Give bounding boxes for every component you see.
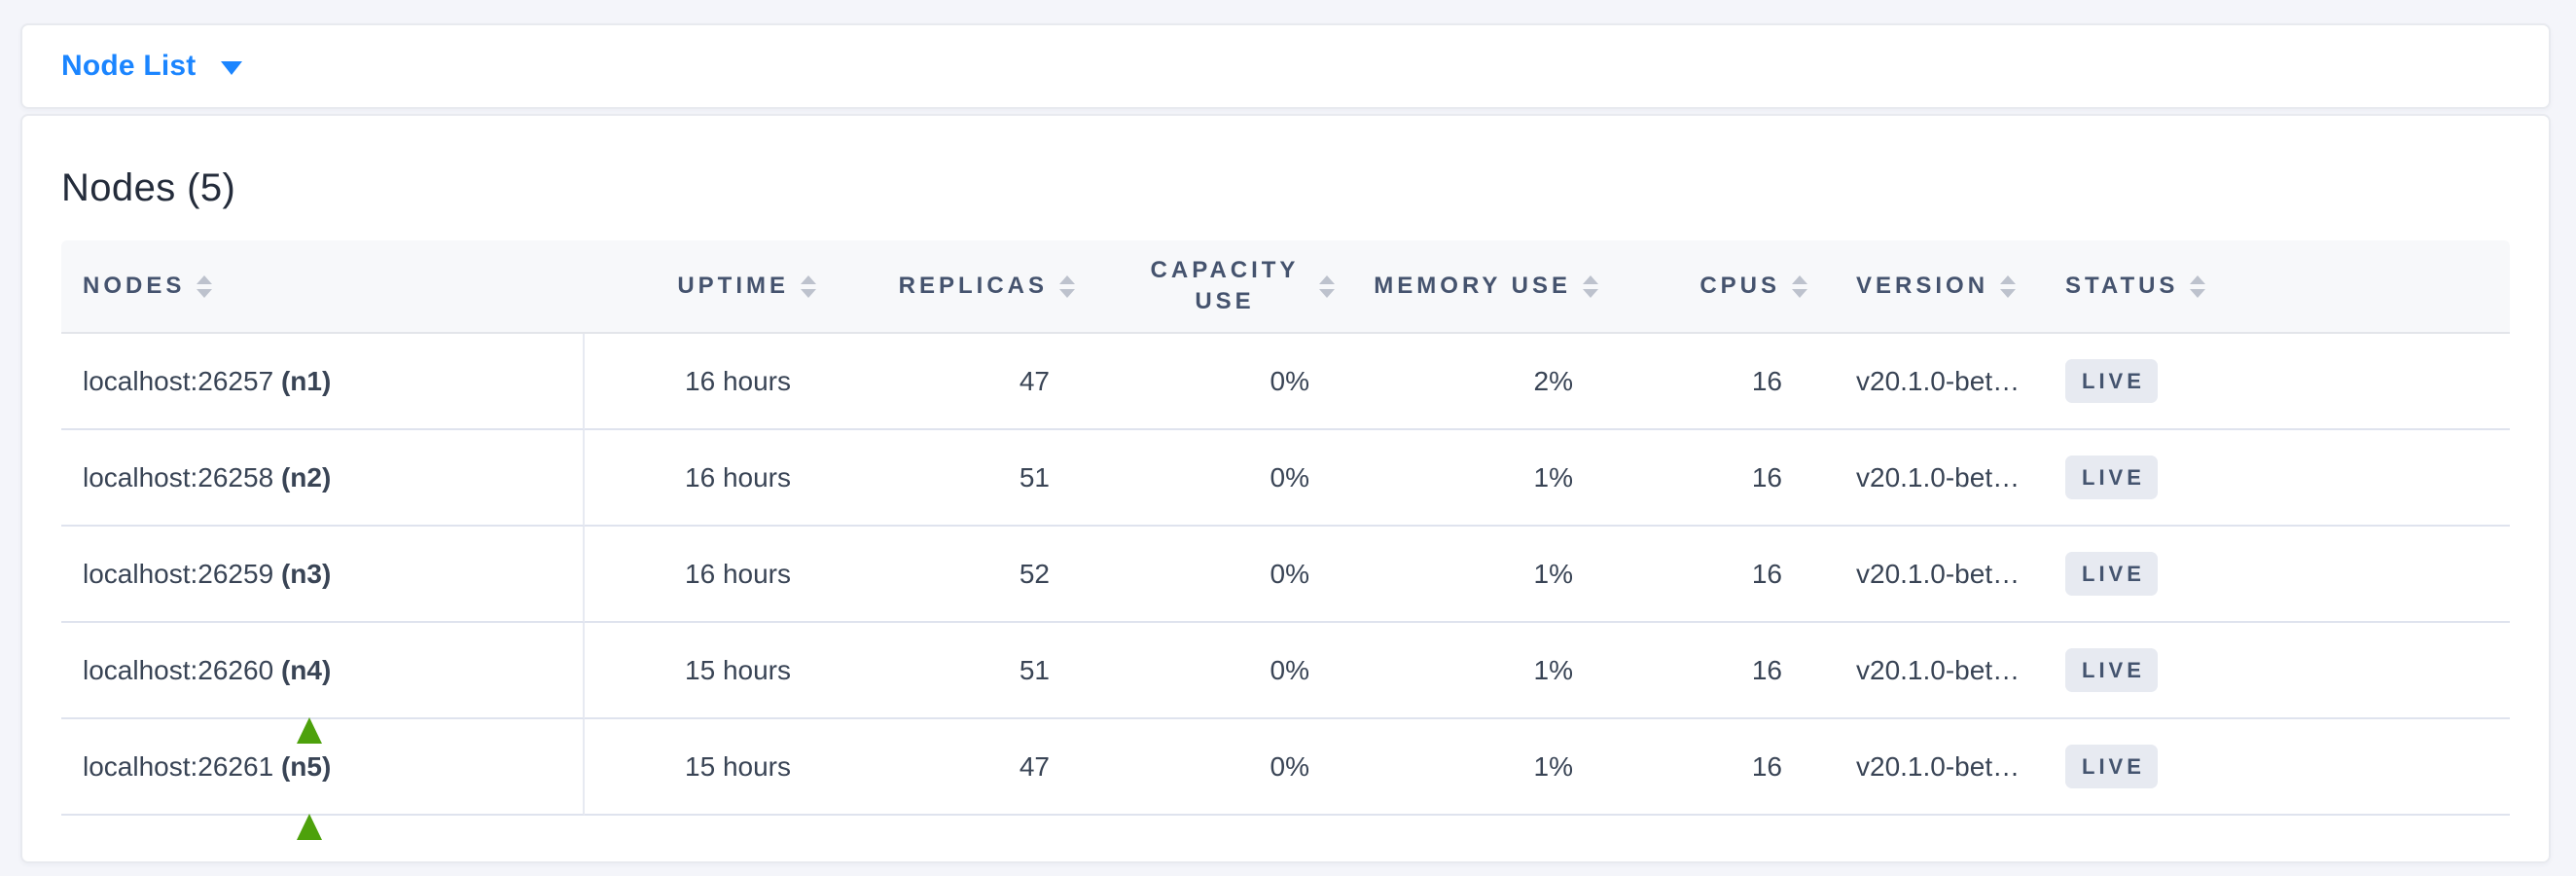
column-header-nodes[interactable]: NODES [61, 240, 585, 334]
cell-status: LIVE [2044, 430, 2510, 527]
cell-status: LIVE [2044, 719, 2510, 816]
cell-capacity-use: 0% [1094, 334, 1354, 430]
cell-version: v20.1.0-bet… [1827, 334, 2044, 430]
cell-uptime: 16 hours [585, 334, 836, 430]
column-label: CAPACITY USE [1150, 256, 1300, 314]
sort-icon [2000, 274, 2017, 298]
column-header-uptime[interactable]: UPTIME [585, 240, 836, 334]
table-row: localhost:26259 (n3) 16 hours 52 0% 1% 1… [61, 527, 2510, 623]
cell-cpus: 16 [1618, 719, 1827, 816]
cell-capacity-use: 0% [1094, 430, 1354, 527]
column-label: STATUS [2065, 273, 2179, 299]
cell-capacity-use: 0% [1094, 527, 1354, 623]
sort-icon [1059, 274, 1075, 298]
cell-memory-use: 1% [1354, 527, 1618, 623]
column-header-cpus[interactable]: CPUS [1618, 240, 1827, 334]
node-id: (n1) [280, 365, 332, 396]
node-id: (n3) [280, 558, 332, 589]
cell-version: v20.1.0-bet… [1827, 719, 2044, 816]
cell-replicas: 51 [836, 430, 1094, 527]
column-label: MEMORY USE [1374, 273, 1571, 299]
sort-icon [197, 274, 213, 298]
column-header-memory-use[interactable]: MEMORY USE [1354, 240, 1618, 334]
column-header-replicas[interactable]: REPLICAS [836, 240, 1094, 334]
cell-version: v20.1.0-bet… [1827, 430, 2044, 527]
column-header-capacity-use[interactable]: CAPACITY USE [1094, 240, 1354, 334]
cell-version: v20.1.0-bet… [1827, 527, 2044, 623]
cell-status: LIVE [2044, 623, 2510, 719]
cell-memory-use: 1% [1354, 623, 1618, 719]
column-header-version[interactable]: VERSION [1827, 240, 2044, 334]
sort-icon [1583, 274, 1598, 298]
status-badge: LIVE [2065, 359, 2158, 403]
view-selector-dropdown[interactable]: Node List [61, 50, 243, 83]
cell-status: LIVE [2044, 527, 2510, 623]
view-selector-label: Node List [61, 50, 197, 82]
cell-cpus: 16 [1618, 527, 1827, 623]
cell-uptime: 16 hours [585, 527, 836, 623]
column-label: NODES [83, 273, 186, 299]
nodes-heading: Nodes (5) [61, 166, 236, 209]
cell-capacity-use: 0% [1094, 719, 1354, 816]
nodes-card: Nodes (5) NODES UPTIME [20, 114, 2551, 863]
column-label: UPTIME [677, 273, 789, 299]
cell-node-address[interactable]: localhost:26257 (n1) [61, 334, 585, 430]
column-header-status[interactable]: STATUS [2044, 240, 2510, 334]
status-badge: LIVE [2065, 456, 2158, 499]
cell-replicas: 52 [836, 527, 1094, 623]
topbar: Node List [20, 23, 2551, 109]
cell-replicas: 47 [836, 334, 1094, 430]
table-row: localhost:26258 (n2) 16 hours 51 0% 1% 1… [61, 430, 2510, 527]
cell-capacity-use: 0% [1094, 623, 1354, 719]
table-header-row: NODES UPTIME REPLICAS [61, 240, 2510, 334]
node-address: localhost:26258 [83, 461, 274, 493]
cell-node-address[interactable]: localhost:26258 (n2) [61, 430, 585, 527]
cell-node-address[interactable]: localhost:26261 (n5) [61, 719, 585, 840]
cell-cpus: 16 [1618, 334, 1827, 430]
cell-replicas: 47 [836, 719, 1094, 816]
cell-cpus: 16 [1618, 430, 1827, 527]
node-address: localhost:26261 [83, 750, 274, 782]
cell-memory-use: 1% [1354, 430, 1618, 527]
column-label: CPUS [1699, 273, 1780, 299]
table-row: localhost:26257 (n1) 16 hours 47 0% 2% 1… [61, 334, 2510, 430]
caret-down-icon [221, 60, 243, 75]
cell-node-address[interactable]: localhost:26260 (n4) [61, 623, 585, 744]
highlight-arrow-icon [297, 687, 322, 744]
cell-node-address[interactable]: localhost:26259 (n3) [61, 527, 585, 623]
node-address: localhost:26260 [83, 654, 274, 685]
cell-status: LIVE [2044, 334, 2510, 430]
node-id: (n5) [280, 750, 332, 782]
sort-icon [2190, 274, 2206, 298]
column-label: VERSION [1856, 273, 1989, 299]
cell-version: v20.1.0-bet… [1827, 623, 2044, 719]
node-list-table: NODES UPTIME REPLICAS [61, 240, 2510, 840]
status-badge: LIVE [2065, 745, 2158, 788]
status-badge: LIVE [2065, 552, 2158, 596]
node-id: (n2) [280, 461, 332, 493]
table-row: localhost:26261 (n5) 15 hours 47 0% 1% 1… [61, 719, 2510, 840]
cell-replicas: 51 [836, 623, 1094, 719]
node-address: localhost:26257 [83, 365, 274, 396]
highlight-arrow-icon [297, 784, 322, 840]
table-row: localhost:26260 (n4) 15 hours 51 0% 1% 1… [61, 623, 2510, 744]
cell-memory-use: 2% [1354, 334, 1618, 430]
cell-uptime: 16 hours [585, 430, 836, 527]
cell-memory-use: 1% [1354, 719, 1618, 816]
sort-icon [1792, 274, 1807, 298]
sort-icon [1319, 274, 1335, 298]
column-label: REPLICAS [898, 273, 1048, 299]
sort-icon [801, 274, 816, 298]
cell-uptime: 15 hours [585, 623, 836, 719]
cell-uptime: 15 hours [585, 719, 836, 816]
cell-cpus: 16 [1618, 623, 1827, 719]
node-id: (n4) [280, 654, 332, 685]
status-badge: LIVE [2065, 648, 2158, 692]
node-address: localhost:26259 [83, 558, 274, 589]
